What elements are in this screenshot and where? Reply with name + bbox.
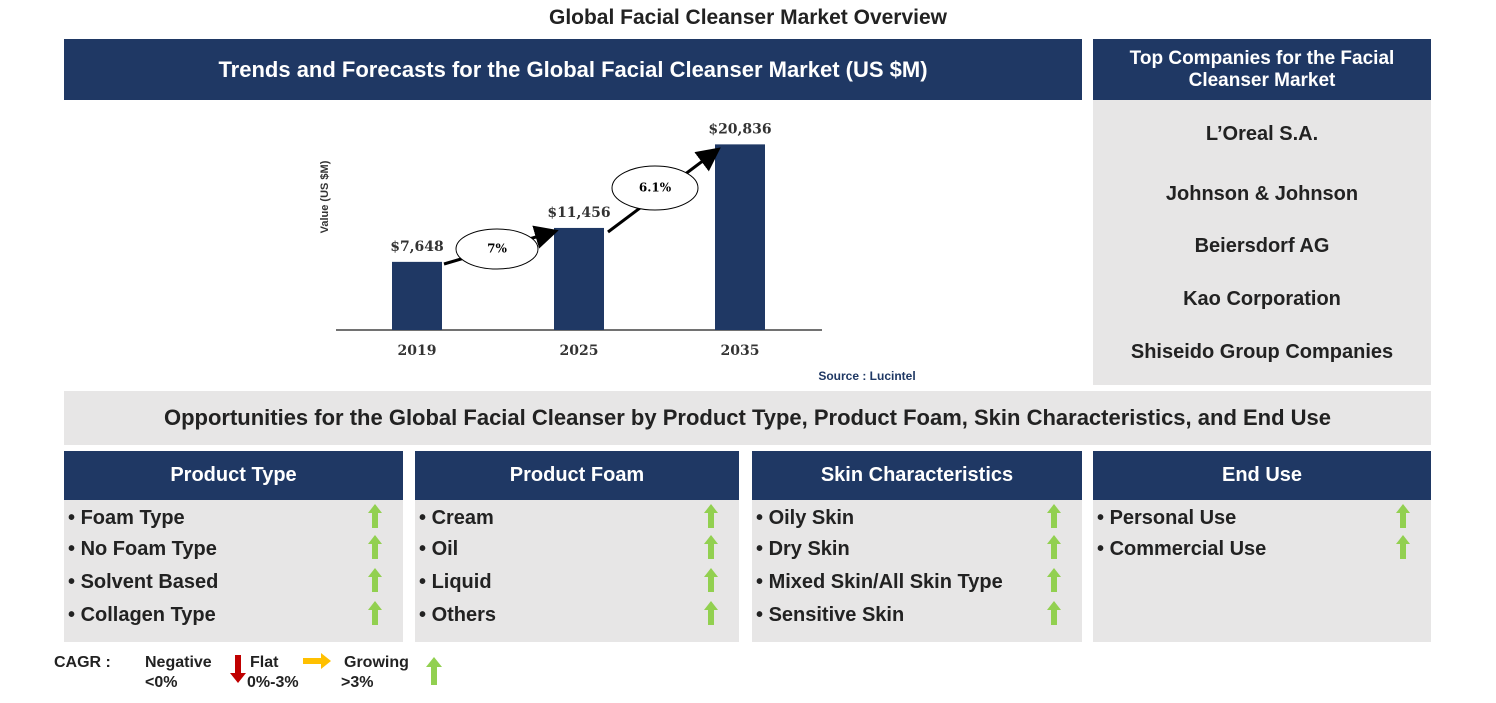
- opportunity-item: Mixed Skin/All Skin Type: [756, 571, 1003, 594]
- column-heading: Skin Characteristics: [752, 451, 1082, 500]
- company: Beiersdorf AG: [1194, 235, 1330, 257]
- up-arrow: [426, 657, 442, 685]
- growth-arrow-shape: [1396, 504, 1410, 528]
- growth-arrow: [704, 535, 718, 559]
- y-axis-label: Value (US $M): [319, 160, 331, 233]
- column-body: Foam Type No Foam Type Solvent Based Collag…: [64, 500, 403, 642]
- cagr-oval: [611, 165, 699, 211]
- flat-arrow: [303, 653, 331, 669]
- growth-arrow-shape: [368, 504, 382, 528]
- growth-arrow: [1047, 601, 1061, 625]
- company: Shiseido Group Companies: [1130, 341, 1394, 363]
- companies-heading: Top Companies for the Facial Cleanser Ma…: [1093, 39, 1431, 100]
- opportunity-item: Sensitive Skin: [756, 604, 905, 627]
- bar: [715, 144, 765, 330]
- growth-arrow: [1396, 504, 1410, 528]
- column-heading: Product Foam: [415, 451, 739, 500]
- column-body: Personal Use Commercial Use: [1093, 500, 1431, 642]
- growth-arrow: [1047, 568, 1061, 592]
- cagr-label: 6.1%: [639, 181, 672, 195]
- opportunity-item: Solvent Based: [68, 571, 219, 594]
- legend-flat-range: 0%-3%: [247, 674, 299, 691]
- page-title: Global Facial Cleanser Market Overview: [548, 6, 947, 29]
- companies-list: L’Oreal S.A. Johnson & Johnson Beiersdorf …: [1093, 100, 1431, 385]
- growth-arrow-shape: [1047, 568, 1061, 592]
- x-tick-label: 2035: [721, 343, 760, 359]
- growth-arrow-shape: [704, 504, 718, 528]
- growth-arrow-shape: [704, 535, 718, 559]
- x-tick-label: 2025: [560, 343, 599, 359]
- bar: [554, 227, 604, 330]
- opportunity-item: Oily Skin: [756, 507, 855, 530]
- growth-arrow: [1396, 535, 1410, 559]
- growth-arrow-shape: [704, 601, 718, 625]
- down-arrow: [230, 655, 246, 683]
- company: Johnson & Johnson: [1165, 183, 1359, 205]
- legend-negative: Negative: [145, 654, 212, 671]
- legend-growing-range: >3%: [341, 674, 374, 691]
- growth-arrow-shape: [368, 535, 382, 559]
- opportunity-item: Others: [419, 604, 496, 627]
- bar: [392, 261, 442, 330]
- opportunity-item: Commercial Use: [1097, 538, 1267, 561]
- legend-negative-range: <0%: [145, 674, 178, 691]
- company: Kao Corporation: [1183, 288, 1341, 310]
- opportunity-item: Collagen Type: [68, 604, 216, 627]
- opportunity-item: Oil: [419, 538, 459, 561]
- growth-arrow-shape: [368, 568, 382, 592]
- growth-arrow: [704, 601, 718, 625]
- growth-arrow-shape: [1047, 504, 1061, 528]
- value-label: $7,648: [390, 239, 444, 255]
- growth-arrow: [368, 568, 382, 592]
- column-heading: Product Type: [64, 451, 403, 500]
- growth-arrow: [704, 504, 718, 528]
- source: Source : Lucintel: [818, 369, 915, 383]
- chart: $7,648 2019 $11,456 2025 $20,836 2035 Value (U…: [319, 121, 916, 383]
- growth-arrow-shape: [368, 601, 382, 625]
- chart-heading: Trends and Forecasts for the Global Faci…: [64, 39, 1082, 100]
- growth-arrow: [368, 601, 382, 625]
- opportunity-item: Liquid: [419, 571, 492, 594]
- growth-arrow-shape: [1047, 535, 1061, 559]
- value-label: $11,456: [547, 205, 610, 221]
- value-label: $20,836: [708, 121, 771, 137]
- growth-arrow: [1047, 504, 1061, 528]
- x-tick-label: 2019: [398, 343, 437, 359]
- growth-arrow: [1047, 535, 1061, 559]
- opportunities-heading: Opportunities for the Global Facial Clea…: [64, 391, 1431, 445]
- opportunity-item: Foam Type: [68, 507, 185, 530]
- opportunity-item: Cream: [419, 507, 494, 530]
- growth-arrow: [368, 535, 382, 559]
- growth-arrow-shape: [1047, 601, 1061, 625]
- column-body: Oily Skin Dry Skin Mixed Skin/All Skin Typ…: [752, 500, 1082, 642]
- column-body: Cream Oil Liquid Others: [415, 500, 739, 642]
- opportunity-item: Dry Skin: [756, 538, 850, 561]
- growth-arrow-shape: [704, 568, 718, 592]
- growth-arrow: [704, 568, 718, 592]
- column-heading: End Use: [1093, 451, 1431, 500]
- legend-growing: Growing: [344, 654, 409, 671]
- legend-flat: Flat: [250, 654, 279, 671]
- growth-arrow: [368, 504, 382, 528]
- company: L’Oreal S.A.: [1205, 123, 1319, 145]
- growth-arrow-shape: [1396, 535, 1410, 559]
- opportunity-item: No Foam Type: [68, 538, 217, 561]
- opportunity-item: Personal Use: [1097, 507, 1237, 530]
- cagr-label: 7%: [487, 242, 507, 256]
- cagr-oval: [455, 228, 539, 270]
- legend-label: CAGR :: [54, 654, 111, 671]
